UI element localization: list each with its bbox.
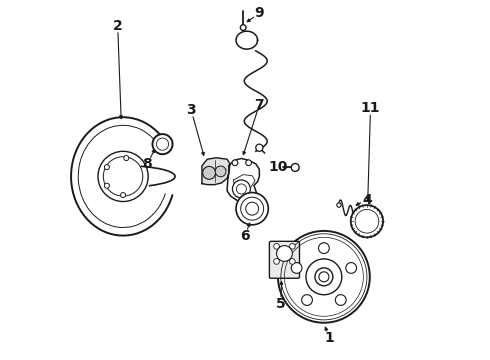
Text: 5: 5 xyxy=(276,297,286,311)
Text: 8: 8 xyxy=(143,157,152,171)
Text: 6: 6 xyxy=(240,229,250,243)
Circle shape xyxy=(215,166,226,177)
Circle shape xyxy=(98,151,148,202)
Circle shape xyxy=(291,262,302,273)
Text: 3: 3 xyxy=(186,103,196,117)
Circle shape xyxy=(302,294,313,305)
Text: 4: 4 xyxy=(362,193,372,207)
Text: 9: 9 xyxy=(254,6,264,20)
Circle shape xyxy=(346,262,357,273)
Circle shape xyxy=(335,294,346,305)
Circle shape xyxy=(290,258,295,264)
Circle shape xyxy=(337,203,341,207)
Circle shape xyxy=(104,165,109,170)
Circle shape xyxy=(240,25,246,31)
Circle shape xyxy=(104,183,109,188)
Circle shape xyxy=(152,134,172,154)
FancyBboxPatch shape xyxy=(270,241,299,278)
Circle shape xyxy=(245,160,251,166)
Circle shape xyxy=(274,258,279,264)
Polygon shape xyxy=(202,158,230,185)
Text: 11: 11 xyxy=(361,101,380,115)
Circle shape xyxy=(278,231,370,323)
Circle shape xyxy=(318,243,329,253)
Circle shape xyxy=(232,180,250,198)
Circle shape xyxy=(274,243,279,249)
Circle shape xyxy=(276,246,293,261)
Circle shape xyxy=(290,243,295,249)
Text: 1: 1 xyxy=(324,331,334,345)
Circle shape xyxy=(203,166,216,179)
Circle shape xyxy=(291,163,299,171)
Circle shape xyxy=(256,144,263,151)
Text: 10: 10 xyxy=(269,161,288,175)
Circle shape xyxy=(124,156,129,161)
Text: 7: 7 xyxy=(254,98,264,112)
Text: 2: 2 xyxy=(113,19,122,33)
Circle shape xyxy=(351,205,383,237)
Circle shape xyxy=(236,193,269,225)
Circle shape xyxy=(232,160,238,166)
Circle shape xyxy=(121,193,125,198)
